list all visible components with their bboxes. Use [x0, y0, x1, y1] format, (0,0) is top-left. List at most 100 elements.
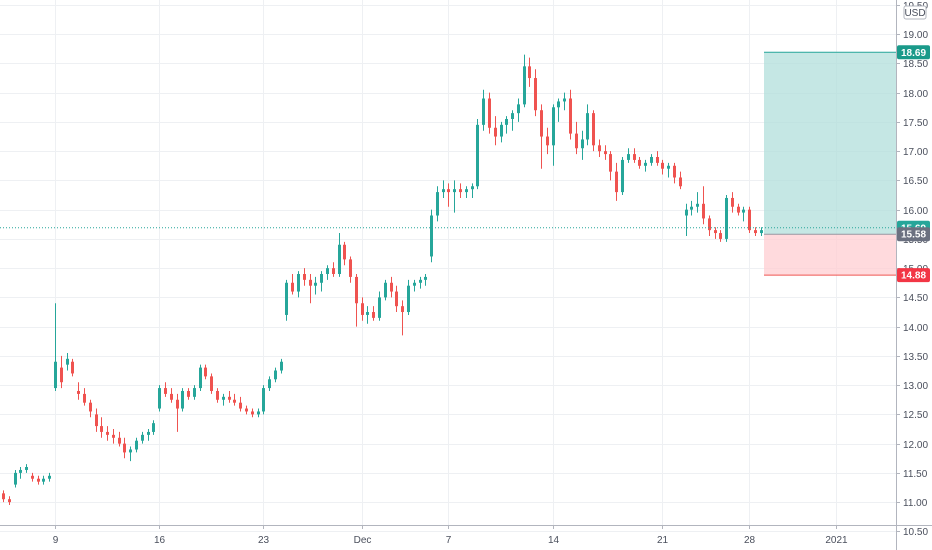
candle-body [291, 282, 294, 292]
time-tick-label: 2021 [825, 535, 848, 546]
candle-body [112, 434, 115, 438]
candle-down [89, 399, 92, 418]
candle-body [320, 274, 323, 283]
candle-body [540, 110, 543, 137]
candle-down [106, 426, 109, 441]
candle-up [285, 279, 288, 321]
candle-up [667, 162, 670, 178]
candle-body [222, 396, 225, 400]
candle-up [419, 276, 422, 289]
candle-body [372, 312, 375, 318]
candle-down [343, 241, 346, 266]
candle-down [204, 364, 207, 380]
candle-body [702, 203, 705, 219]
candle-body [193, 388, 196, 397]
candle-body [523, 66, 526, 105]
candle-body [199, 367, 202, 389]
candle-down [251, 408, 254, 418]
candle-down [233, 393, 236, 406]
candle-body [285, 282, 288, 315]
candle-body [459, 189, 462, 193]
candle-body [690, 206, 693, 210]
candle-up [644, 159, 647, 172]
candle-body [89, 402, 92, 412]
candle-body [251, 411, 254, 415]
candle-up [476, 118, 479, 190]
candle-body [633, 154, 636, 160]
candle-up [257, 408, 260, 418]
candle-down [748, 206, 751, 234]
candle-up [690, 200, 693, 216]
candle-body [129, 449, 132, 453]
candle-down [528, 57, 531, 87]
price-tick-label: 14.00 [903, 323, 928, 334]
candle-up [482, 89, 485, 131]
price-tick-label: 13.00 [903, 381, 928, 392]
price-tick-label: 16.50 [903, 176, 928, 187]
candle-body [141, 434, 144, 441]
candle-body [621, 159, 624, 193]
badge-label: 15.58 [901, 230, 926, 241]
candle-down [303, 268, 306, 286]
time-tick-label: 16 [154, 535, 166, 546]
time-axis[interactable]: 9 16 23 Dec 7 14 21 28 2021 [53, 525, 848, 546]
candle-up [430, 209, 433, 263]
candle-down [592, 110, 595, 152]
candles [2, 54, 763, 506]
candle-body [384, 282, 387, 298]
candle-body [714, 230, 717, 234]
candle-body [563, 98, 566, 102]
candle-up [523, 54, 526, 108]
candle-body [25, 467, 28, 470]
candle-body [187, 390, 190, 397]
price-tick-label: 14.50 [903, 293, 928, 304]
candle-body [135, 440, 138, 450]
candle-down [390, 276, 393, 298]
candle-body [609, 154, 612, 172]
long-position-tool[interactable] [764, 51, 896, 276]
candle-body [14, 472, 17, 485]
price-tick-label: 18.00 [903, 89, 928, 100]
candle-body [627, 154, 630, 160]
candle-body [511, 113, 514, 119]
candle-up [48, 472, 51, 482]
candle-down [176, 393, 179, 432]
candle-down [661, 159, 664, 175]
candle-down [77, 382, 80, 400]
candle-up [581, 130, 584, 160]
candle-body [430, 215, 433, 257]
loss-zone [764, 234, 896, 276]
candle-body [748, 209, 751, 231]
candle-body [77, 390, 80, 394]
candle-body [644, 162, 647, 166]
candle-up [141, 431, 144, 444]
candle-up [413, 279, 416, 292]
candle-body [569, 98, 572, 134]
price-tick-label: 11.00 [903, 498, 928, 509]
candle-body [604, 151, 607, 155]
candle-body [488, 98, 491, 128]
candle-down [291, 274, 294, 295]
candle-body [615, 171, 618, 193]
candle-body [638, 159, 641, 166]
candle-body [152, 423, 155, 432]
candle-body [83, 393, 86, 403]
candle-down [239, 396, 242, 412]
candle-body [216, 390, 219, 400]
candle-down [332, 262, 335, 277]
candle-up [471, 183, 474, 198]
candle-up [135, 437, 138, 453]
time-tick-label: 9 [53, 535, 59, 546]
candle-down [679, 171, 682, 190]
candle-up [199, 364, 202, 391]
candle-body [407, 285, 410, 313]
candle-down [8, 496, 11, 506]
candle-body [667, 165, 670, 169]
candle-down [546, 127, 549, 155]
candle-up [465, 186, 468, 198]
candle-down [540, 104, 543, 169]
candle-down [170, 388, 173, 403]
candle-body [679, 177, 682, 187]
candle-down [355, 274, 358, 327]
